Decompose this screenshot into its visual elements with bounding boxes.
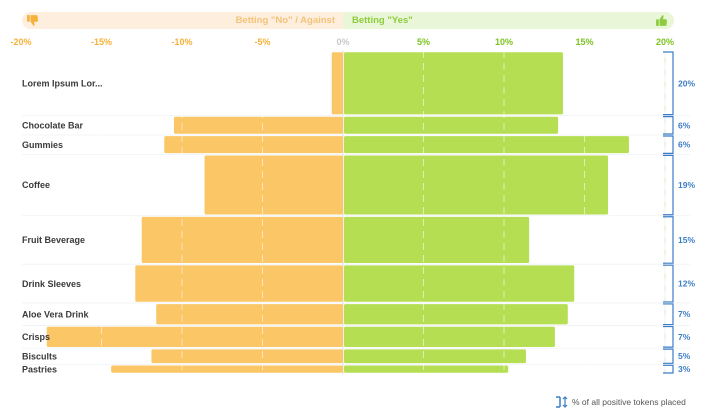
- share-bracket: [663, 364, 674, 374]
- for-bar: [344, 155, 609, 215]
- x-tick-label: -10%: [171, 37, 192, 47]
- share-bracket: [663, 264, 674, 303]
- share-label: 7%: [678, 309, 691, 319]
- category-label: Lorem Ipsum Lor...: [22, 79, 103, 89]
- for-bar: [344, 116, 559, 134]
- for-bar: [344, 265, 575, 302]
- share-label: 12%: [678, 279, 695, 289]
- share-bracket: [663, 325, 674, 348]
- category-label: Fruit Beverage: [22, 235, 85, 245]
- legend-label: % of all positive tokens placed: [572, 397, 686, 407]
- for-bar: [344, 136, 629, 154]
- share-label: 19%: [678, 180, 695, 190]
- against-bar: [331, 52, 343, 115]
- thumbs-down-icon: [27, 15, 38, 26]
- share-bracket: [663, 348, 674, 364]
- for-bar: [344, 326, 555, 347]
- x-tick-label: 5%: [417, 37, 430, 47]
- category-label: Crisps: [22, 332, 50, 342]
- share-label: 5%: [678, 351, 691, 361]
- for-bar: [344, 304, 568, 325]
- share-bracket: [663, 154, 674, 216]
- against-bar: [173, 116, 343, 134]
- share-label: 15%: [678, 235, 695, 245]
- x-tick-label: 0%: [336, 37, 349, 47]
- against-bar: [46, 326, 343, 347]
- against-bar: [164, 136, 343, 154]
- for-bar: [344, 52, 563, 115]
- category-label: Coffee: [22, 180, 50, 190]
- x-tick-label: -5%: [254, 37, 270, 47]
- category-label: Drink Sleeves: [22, 279, 81, 289]
- for-bar: [344, 216, 530, 263]
- thumbs-up-icon: [656, 15, 667, 26]
- x-tick-label: -15%: [91, 37, 112, 47]
- for-bar: [344, 365, 509, 373]
- against-bar: [151, 349, 343, 364]
- share-bracket: [663, 135, 674, 154]
- share-label: 7%: [678, 332, 691, 342]
- category-label: Pastries: [22, 364, 57, 374]
- x-tick-label: 15%: [575, 37, 593, 47]
- category-label: Aloe Vera Drink: [22, 309, 90, 319]
- share-label: 20%: [678, 78, 695, 88]
- legend: % of all positive tokens placed: [555, 396, 686, 408]
- against-banner-label: Betting "No" / Against: [235, 15, 335, 26]
- for-banner-label: Betting "Yes": [352, 15, 413, 26]
- against-bar: [156, 304, 343, 325]
- against-bar: [204, 155, 343, 215]
- share-label: 3%: [678, 364, 691, 374]
- against-bar: [111, 365, 343, 373]
- category-label: Gummies: [22, 140, 63, 150]
- against-bar: [141, 216, 343, 263]
- share-bracket: [663, 216, 674, 264]
- share-bracket: [663, 303, 674, 326]
- x-tick-label: 10%: [495, 37, 513, 47]
- category-label: Biscults: [22, 351, 57, 361]
- x-tick-label: -20%: [10, 37, 31, 47]
- share-bracket: [663, 51, 674, 116]
- share-label: 6%: [678, 140, 691, 150]
- share-label: 6%: [678, 120, 691, 130]
- category-label: Chocolate Bar: [22, 120, 84, 130]
- for-banner: Betting "Yes": [343, 12, 674, 29]
- against-bar: [135, 265, 343, 302]
- for-bar: [344, 349, 526, 364]
- x-tick-label: 20%: [656, 37, 674, 47]
- share-bracket: [663, 116, 674, 135]
- against-banner: Betting "No" / Against: [22, 12, 343, 29]
- bracket-icon: [556, 396, 568, 408]
